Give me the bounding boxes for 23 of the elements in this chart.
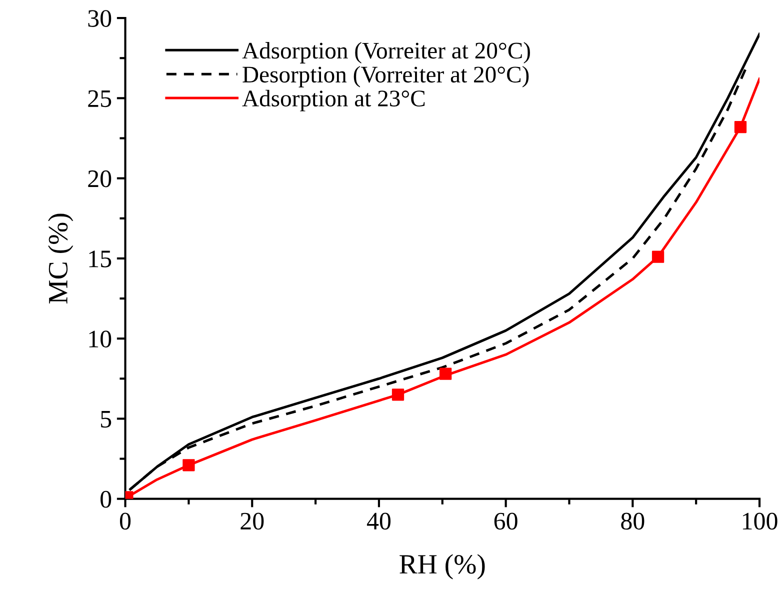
x-axis-title: RH (%) xyxy=(400,554,485,580)
y-tick-label: 0 xyxy=(100,490,112,508)
x-tick-label: 0 xyxy=(120,512,131,530)
x-tick-label: 20 xyxy=(240,512,264,530)
y-tick-label: 5 xyxy=(101,411,112,428)
x-tick-label: 40 xyxy=(366,512,391,530)
point xyxy=(734,120,747,134)
legend-label: Adsorption at 23°C xyxy=(242,90,425,112)
y-tick-label: 30 xyxy=(88,10,112,27)
y-tick-label: 25 xyxy=(88,90,112,108)
y-tick-label: 10 xyxy=(89,330,112,348)
legend-label: Desorption (Vorreiter at 20°C) xyxy=(242,66,529,88)
point xyxy=(182,459,195,472)
point xyxy=(392,388,404,401)
x-tick-label: 80 xyxy=(621,512,644,530)
legend-label: Adsorption (Vorreiter at 20°C) xyxy=(242,42,530,64)
x-tick-label: 60 xyxy=(494,512,518,530)
y-tick-label: 15 xyxy=(89,250,112,268)
point xyxy=(439,368,452,380)
y-tick-label: 20 xyxy=(88,170,112,188)
x-tick-label: 100 xyxy=(742,512,778,530)
y-axis-title: MC (%) xyxy=(48,214,74,304)
point xyxy=(652,250,664,263)
